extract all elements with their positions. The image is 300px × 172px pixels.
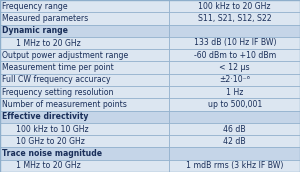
Bar (0, 160, 169, 172)
Bar (0, 123, 169, 135)
Bar (169, 61, 300, 74)
Bar (0, 0, 169, 12)
Text: Frequency setting resolution: Frequency setting resolution (2, 88, 114, 97)
Bar (0, 98, 169, 111)
Text: Full CW frequency accuracy: Full CW frequency accuracy (2, 75, 111, 84)
Bar (0, 25, 169, 37)
Text: -60 dBm to +10 dBm: -60 dBm to +10 dBm (194, 51, 276, 60)
Bar (169, 37, 300, 49)
Text: 100 kHz to 20 GHz: 100 kHz to 20 GHz (199, 2, 271, 11)
Bar (169, 123, 300, 135)
Text: 10 GHz to 20 GHz: 10 GHz to 20 GHz (16, 137, 86, 146)
Bar (169, 86, 300, 98)
Text: Dynamic range: Dynamic range (2, 26, 68, 35)
Bar (0, 86, 169, 98)
Bar (169, 25, 300, 37)
Text: ±2·10⁻⁶: ±2·10⁻⁶ (219, 75, 250, 84)
Bar (169, 135, 300, 147)
Text: Trace noise magnitude: Trace noise magnitude (2, 149, 103, 158)
Text: < 12 μs: < 12 μs (219, 63, 250, 72)
Text: 1 mdB rms (3 kHz IF BW): 1 mdB rms (3 kHz IF BW) (186, 161, 284, 170)
Text: S11, S21, S12, S22: S11, S21, S12, S22 (198, 14, 272, 23)
Bar (0, 37, 169, 49)
Text: up to 500,001: up to 500,001 (208, 100, 262, 109)
Bar (0, 49, 169, 61)
Bar (169, 98, 300, 111)
Text: Measurement time per point: Measurement time per point (2, 63, 114, 72)
Bar (169, 12, 300, 25)
Text: Number of measurement points: Number of measurement points (2, 100, 127, 109)
Bar (169, 111, 300, 123)
Text: Output power adjustment range: Output power adjustment range (2, 51, 129, 60)
Bar (169, 74, 300, 86)
Bar (0, 12, 169, 25)
Text: 100 kHz to 10 GHz: 100 kHz to 10 GHz (16, 125, 89, 133)
Text: 42 dB: 42 dB (224, 137, 246, 146)
Bar (169, 0, 300, 12)
Text: Frequency range: Frequency range (2, 2, 68, 11)
Text: Effective directivity: Effective directivity (2, 112, 89, 121)
Bar (0, 135, 169, 147)
Bar (0, 61, 169, 74)
Text: 1 MHz to 20 GHz: 1 MHz to 20 GHz (16, 161, 81, 170)
Text: 133 dB (10 Hz IF BW): 133 dB (10 Hz IF BW) (194, 39, 276, 47)
Bar (169, 49, 300, 61)
Text: Measured parameters: Measured parameters (2, 14, 89, 23)
Text: 46 dB: 46 dB (224, 125, 246, 133)
Text: 1 MHz to 20 GHz: 1 MHz to 20 GHz (16, 39, 81, 47)
Bar (169, 160, 300, 172)
Bar (169, 147, 300, 160)
Text: 1 Hz: 1 Hz (226, 88, 243, 97)
Bar (0, 111, 169, 123)
Bar (0, 147, 169, 160)
Bar (0, 74, 169, 86)
